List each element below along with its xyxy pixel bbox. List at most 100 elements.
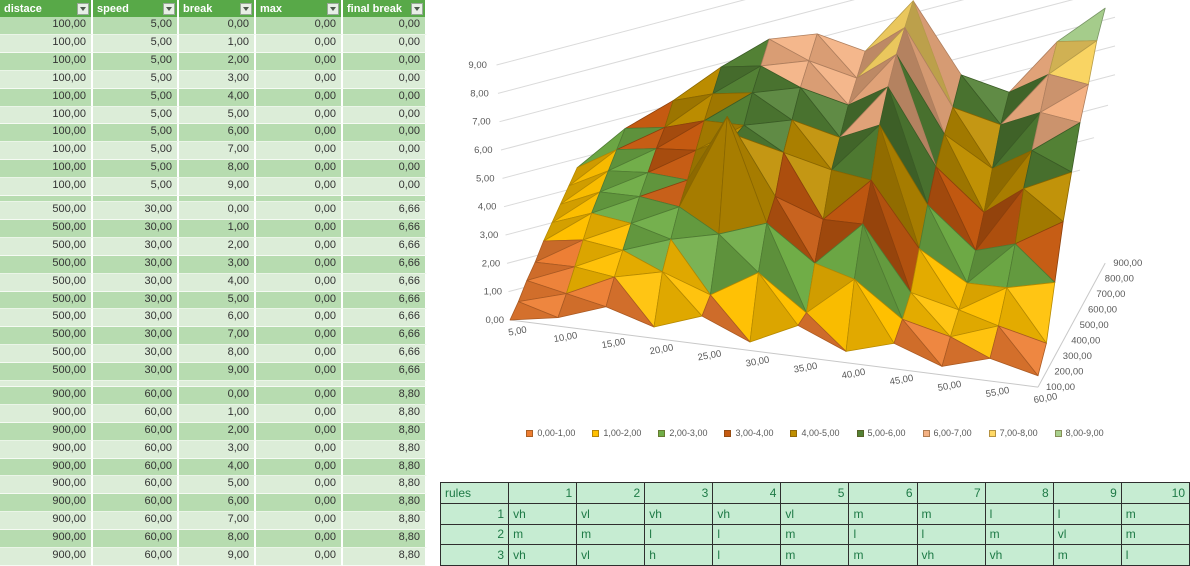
table-cell[interactable]: 0,00: [256, 291, 343, 310]
table-cell[interactable]: 0,00: [256, 124, 343, 143]
table-cell[interactable]: 100,00: [0, 178, 93, 197]
filter-dropdown-button[interactable]: [327, 2, 339, 15]
rules-cell[interactable]: l: [984, 502, 1054, 525]
table-cell[interactable]: 0,00: [256, 178, 343, 197]
table-cell[interactable]: [0, 381, 93, 387]
table-cell[interactable]: 0,00: [343, 17, 427, 35]
table-cell[interactable]: 6,00: [179, 124, 256, 143]
table-cell[interactable]: 6,66: [343, 255, 427, 274]
table-cell[interactable]: 500,00: [0, 255, 93, 274]
table-cell[interactable]: 0,00: [343, 160, 427, 179]
table-cell[interactable]: 60,00: [93, 458, 179, 477]
table-cell[interactable]: 9,00: [179, 363, 256, 382]
table-cell[interactable]: 500,00: [0, 327, 93, 346]
rules-cell[interactable]: vh: [712, 502, 782, 525]
table-cell[interactable]: 500,00: [0, 345, 93, 364]
table-cell[interactable]: 6,00: [179, 309, 256, 328]
legend-item[interactable]: 0,00-1,00: [526, 428, 575, 438]
table-cell[interactable]: 0,00: [256, 530, 343, 549]
table-cell[interactable]: 30,00: [93, 291, 179, 310]
table-cell[interactable]: 100,00: [0, 142, 93, 161]
table-cell[interactable]: 100,00: [0, 88, 93, 107]
table-cell[interactable]: 3,00: [179, 255, 256, 274]
rules-row-number[interactable]: 2: [439, 523, 510, 546]
legend-item[interactable]: 1,00-2,00: [592, 428, 641, 438]
table-cell[interactable]: 5,00: [179, 476, 256, 495]
rules-cell[interactable]: m: [848, 544, 918, 566]
table-cell[interactable]: 0,00: [179, 17, 256, 35]
table-cell[interactable]: [256, 381, 343, 387]
table-cell[interactable]: 0,00: [256, 34, 343, 53]
table-cell[interactable]: 9,00: [179, 178, 256, 197]
table-cell[interactable]: 0,00: [256, 327, 343, 346]
table-cell[interactable]: 5,00: [93, 124, 179, 143]
table-cell[interactable]: 6,66: [343, 291, 427, 310]
table-cell[interactable]: 0,00: [256, 17, 343, 35]
rules-cell[interactable]: l: [712, 523, 782, 546]
table-cell[interactable]: 0,00: [343, 70, 427, 89]
table-cell[interactable]: 5,00: [179, 291, 256, 310]
table-cell[interactable]: 8,80: [343, 494, 427, 513]
table-cell[interactable]: 5,00: [93, 160, 179, 179]
table-cell[interactable]: 500,00: [0, 273, 93, 292]
table-cell[interactable]: 60,00: [93, 404, 179, 423]
table-cell[interactable]: 0,00: [256, 201, 343, 220]
table-cell[interactable]: [256, 196, 343, 202]
table-cell[interactable]: 900,00: [0, 458, 93, 477]
table-cell[interactable]: 4,00: [179, 458, 256, 477]
table-cell[interactable]: 500,00: [0, 309, 93, 328]
rules-col-header[interactable]: 1: [508, 482, 578, 504]
table-cell[interactable]: 0,00: [343, 178, 427, 197]
rules-cell[interactable]: m: [1120, 523, 1190, 546]
rules-cell[interactable]: vh: [508, 502, 578, 525]
rules-cell[interactable]: l: [848, 523, 918, 546]
table-cell[interactable]: 7,00: [179, 142, 256, 161]
rules-col-header[interactable]: 3: [644, 482, 714, 504]
table-cell[interactable]: 60,00: [93, 512, 179, 531]
table-cell[interactable]: 0,00: [256, 363, 343, 382]
table-cell[interactable]: 8,80: [343, 476, 427, 495]
table-cell[interactable]: 900,00: [0, 494, 93, 513]
table-cell[interactable]: 6,66: [343, 363, 427, 382]
rules-cell[interactable]: m: [576, 523, 646, 546]
table-cell[interactable]: 8,80: [343, 440, 427, 459]
table-cell[interactable]: 0,00: [256, 458, 343, 477]
table-cell[interactable]: 60,00: [93, 494, 179, 513]
rules-cell[interactable]: vh: [984, 544, 1054, 566]
legend-item[interactable]: 7,00-8,00: [988, 428, 1038, 438]
table-cell[interactable]: 0,00: [343, 142, 427, 161]
table-cell[interactable]: 0,00: [256, 273, 343, 292]
table-cell[interactable]: 0,00: [256, 70, 343, 89]
table-cell[interactable]: 0,00: [256, 440, 343, 459]
table-cell[interactable]: 8,80: [343, 458, 427, 477]
table-cell[interactable]: 6,66: [343, 219, 427, 238]
column-header-final-break[interactable]: final break: [343, 0, 427, 17]
table-cell[interactable]: 0,00: [256, 494, 343, 513]
filter-dropdown-button[interactable]: [163, 2, 175, 15]
table-cell[interactable]: 8,80: [343, 404, 427, 423]
rules-col-header[interactable]: 6: [848, 482, 918, 504]
rules-row-number[interactable]: 3: [439, 544, 510, 566]
table-cell[interactable]: 0,00: [256, 404, 343, 423]
table-cell[interactable]: 60,00: [93, 476, 179, 495]
table-cell[interactable]: 2,00: [179, 422, 256, 441]
rules-row-number[interactable]: 1: [439, 502, 510, 525]
table-cell[interactable]: 0,00: [343, 52, 427, 71]
table-cell[interactable]: 5,00: [93, 34, 179, 53]
table-cell[interactable]: 30,00: [93, 255, 179, 274]
filter-dropdown-button[interactable]: [411, 2, 423, 15]
table-cell[interactable]: [179, 196, 256, 202]
table-cell[interactable]: 8,80: [343, 512, 427, 531]
rules-cell[interactable]: l: [916, 523, 986, 546]
table-cell[interactable]: 900,00: [0, 530, 93, 549]
rules-cell[interactable]: vh: [644, 502, 714, 525]
table-cell[interactable]: 0,00: [256, 422, 343, 441]
rules-cell[interactable]: m: [916, 502, 986, 525]
table-cell[interactable]: 3,00: [179, 70, 256, 89]
table-cell[interactable]: 2,00: [179, 237, 256, 256]
table-cell[interactable]: 30,00: [93, 327, 179, 346]
table-cell[interactable]: 1,00: [179, 219, 256, 238]
table-cell[interactable]: 6,66: [343, 273, 427, 292]
table-cell[interactable]: 6,66: [343, 201, 427, 220]
table-cell[interactable]: 1,00: [179, 404, 256, 423]
